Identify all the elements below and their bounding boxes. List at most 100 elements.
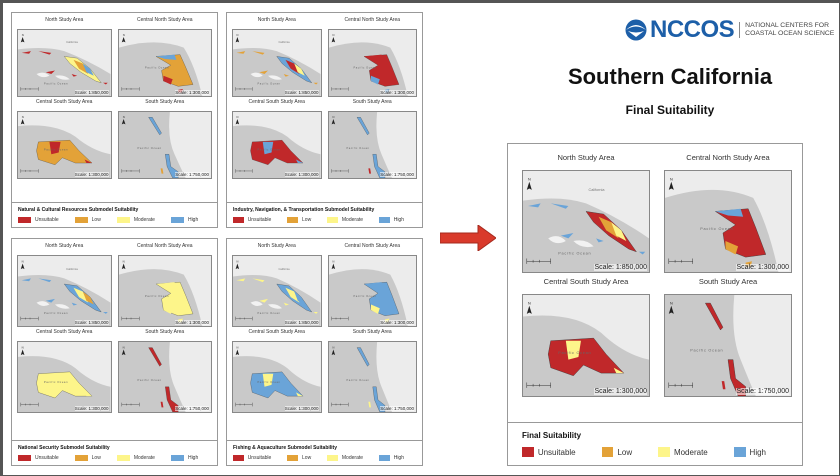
map-north: North Study Area California Pacific Ocean… xyxy=(522,153,650,273)
map-cnorth: Central North Study Area Pacific Ocean N … xyxy=(117,243,212,327)
map-title: Central North Study Area xyxy=(344,243,401,249)
map-title: Central North Study Area xyxy=(136,17,193,23)
map-scale: Scale: 1:850,000 xyxy=(594,264,647,271)
legend-label: Unsuitable xyxy=(247,217,272,223)
map-image: Pacific Ocean N Scale: 1:300,000 xyxy=(117,255,212,327)
scale-bar xyxy=(235,316,253,321)
legend-swatch-high xyxy=(170,455,184,461)
page-subtitle: Final Suitability xyxy=(625,103,715,117)
ocean-label: Pacific Ocean xyxy=(144,66,168,70)
map-title: North Study Area xyxy=(257,17,296,23)
scale-bar xyxy=(235,87,253,91)
north-arrow-icon: N xyxy=(526,176,532,190)
north-arrow-icon: N xyxy=(235,259,240,270)
panel-security: North Study Area California Pacific Ocean… xyxy=(11,238,218,466)
legend-label: Unsuitable xyxy=(537,447,576,457)
map-image: Pacific Ocean N Scale: 1:300,000 xyxy=(327,29,417,97)
scale-bar xyxy=(330,402,348,407)
map-image: Pacific Ocean N Scale: 1:750,000 xyxy=(117,111,212,179)
north-arrow-icon: N xyxy=(668,176,674,190)
ocean-label: Pacific Ocean xyxy=(44,148,68,152)
svg-text:N: N xyxy=(237,345,239,349)
map-scale: Scale: 1:850,000 xyxy=(74,320,109,325)
north-arrow-icon: N xyxy=(20,346,25,356)
map-scale: Scale: 1:300,000 xyxy=(284,406,319,411)
legend-swatch-unsuitable xyxy=(233,217,244,223)
ocean-label: Pacific Ocean xyxy=(258,311,281,315)
ocean-label: Pacific Ocean xyxy=(44,311,68,315)
map-csouth: Central South Study Area Pacific Ocean N … xyxy=(17,329,112,413)
north-arrow-icon: N xyxy=(20,260,25,270)
legend-swatch-unsuitable xyxy=(18,455,31,461)
map-csouth: Central South Study Area Pacific Ocean N … xyxy=(232,329,322,413)
nccos-logo: NCCOS NATIONAL CENTERS FOR COASTAL OCEAN … xyxy=(625,16,834,44)
legend-title: Industry, Navigation, & Transportation S… xyxy=(233,207,375,213)
ocean-label: Pacific Ocean xyxy=(258,148,281,152)
north-arrow-icon: N xyxy=(20,115,25,125)
svg-text:N: N xyxy=(22,346,24,350)
map-image: Pacific Ocean N Scale: 1:300,000 xyxy=(117,29,212,97)
map-south: South Study Area Pacific Ocean N Scale: 1… xyxy=(117,99,212,179)
map-title: North Study Area xyxy=(557,153,615,162)
legend: Industry, Navigation, & Transportation S… xyxy=(227,202,422,227)
map-scale: Scale: 1:750,000 xyxy=(175,172,209,177)
map-scale: Scale: 1:750,000 xyxy=(380,172,414,177)
ocean-label: Pacific Ocean xyxy=(346,146,369,150)
scale-bar xyxy=(330,316,348,321)
scale-bar xyxy=(121,87,140,91)
legend-label: High xyxy=(187,217,199,223)
svg-text:N: N xyxy=(332,259,334,263)
ocean-label: Pacific Ocean xyxy=(44,82,68,86)
svg-text:N: N xyxy=(237,115,239,119)
map-title: Central North Study Area xyxy=(344,17,401,23)
map-south: South Study Area Pacific Ocean N Scale: 1… xyxy=(117,329,212,413)
map-image: California Pacific Ocean N Scale: 1:850,00… xyxy=(17,255,112,327)
north-arrow-icon: N xyxy=(20,33,25,43)
ocean-label: Pacific Ocean xyxy=(144,294,168,298)
legend: Natural & Cultural Resources Submodel Su… xyxy=(12,202,217,227)
svg-text:N: N xyxy=(122,346,124,350)
map-scale: Scale: 1:300,000 xyxy=(736,264,789,271)
scale-bar xyxy=(20,87,39,91)
legend-label: Low xyxy=(91,455,101,461)
map-north: North Study Area California Pacific Ocean… xyxy=(17,17,112,97)
ocean-label: Pacific Ocean xyxy=(558,350,591,355)
map-cnorth: Central North Study Area Pacific Ocean N … xyxy=(117,17,212,97)
map-image: Pacific Ocean N Scale: 1:300,000 xyxy=(232,111,322,179)
legend-swatch-unsuitable xyxy=(233,455,244,461)
north-arrow-icon: N xyxy=(668,300,674,314)
map-scale: Scale: 1:750,000 xyxy=(380,406,414,411)
map-csouth: Central South Study Area Pacific Ocean N … xyxy=(522,277,650,397)
legend-swatch-high xyxy=(170,217,184,223)
map-title: Central South Study Area xyxy=(543,277,629,286)
map-title: South Study Area xyxy=(145,329,185,335)
scale-bar xyxy=(330,169,348,173)
legend-swatch-moderate xyxy=(116,455,130,461)
legend-title: Natural & Cultural Resources Submodel Su… xyxy=(18,207,139,213)
svg-text:N: N xyxy=(528,176,531,181)
map-cnorth: Central North Study Area Pacific Ocean N … xyxy=(327,243,417,327)
legend-label: High xyxy=(393,455,404,461)
map-scale: Scale: 1:850,000 xyxy=(284,320,319,325)
panel-fishing: North Study Area California Pacific Ocean… xyxy=(226,238,423,466)
legend-label: Unsuitable xyxy=(35,217,59,223)
map-title: South Study Area xyxy=(352,329,392,335)
map-title: Central South Study Area xyxy=(36,99,93,105)
legend: Final Suitability Unsuitable Low Moderate Hi… xyxy=(508,422,802,465)
map-image: Pacific Ocean N Scale: 1:300,000 xyxy=(17,111,112,179)
scale-bar xyxy=(668,382,693,388)
legend-title: Fishing & Aquaculture Submodel Suitabili… xyxy=(233,445,337,451)
map-image: Pacific Ocean N Scale: 1:750,000 xyxy=(327,111,417,179)
panel-industry: North Study Area California Pacific Ocean… xyxy=(226,12,423,228)
svg-text:N: N xyxy=(22,33,24,37)
scale-bar xyxy=(20,316,39,321)
legend-swatch-moderate xyxy=(658,447,670,457)
legend-swatch-low xyxy=(74,217,88,223)
legend-swatch-low xyxy=(74,455,88,461)
ocean-label: Pacific Ocean xyxy=(700,226,733,231)
map-image: Pacific Ocean N Scale: 1:300,000 xyxy=(17,341,112,413)
ocean-label: Pacific Ocean xyxy=(353,66,376,70)
map-north: North Study Area California Pacific Ocean… xyxy=(232,17,322,97)
land-label: California xyxy=(279,40,291,44)
map-image: Pacific Ocean N Scale: 1:300,000 xyxy=(327,255,417,327)
